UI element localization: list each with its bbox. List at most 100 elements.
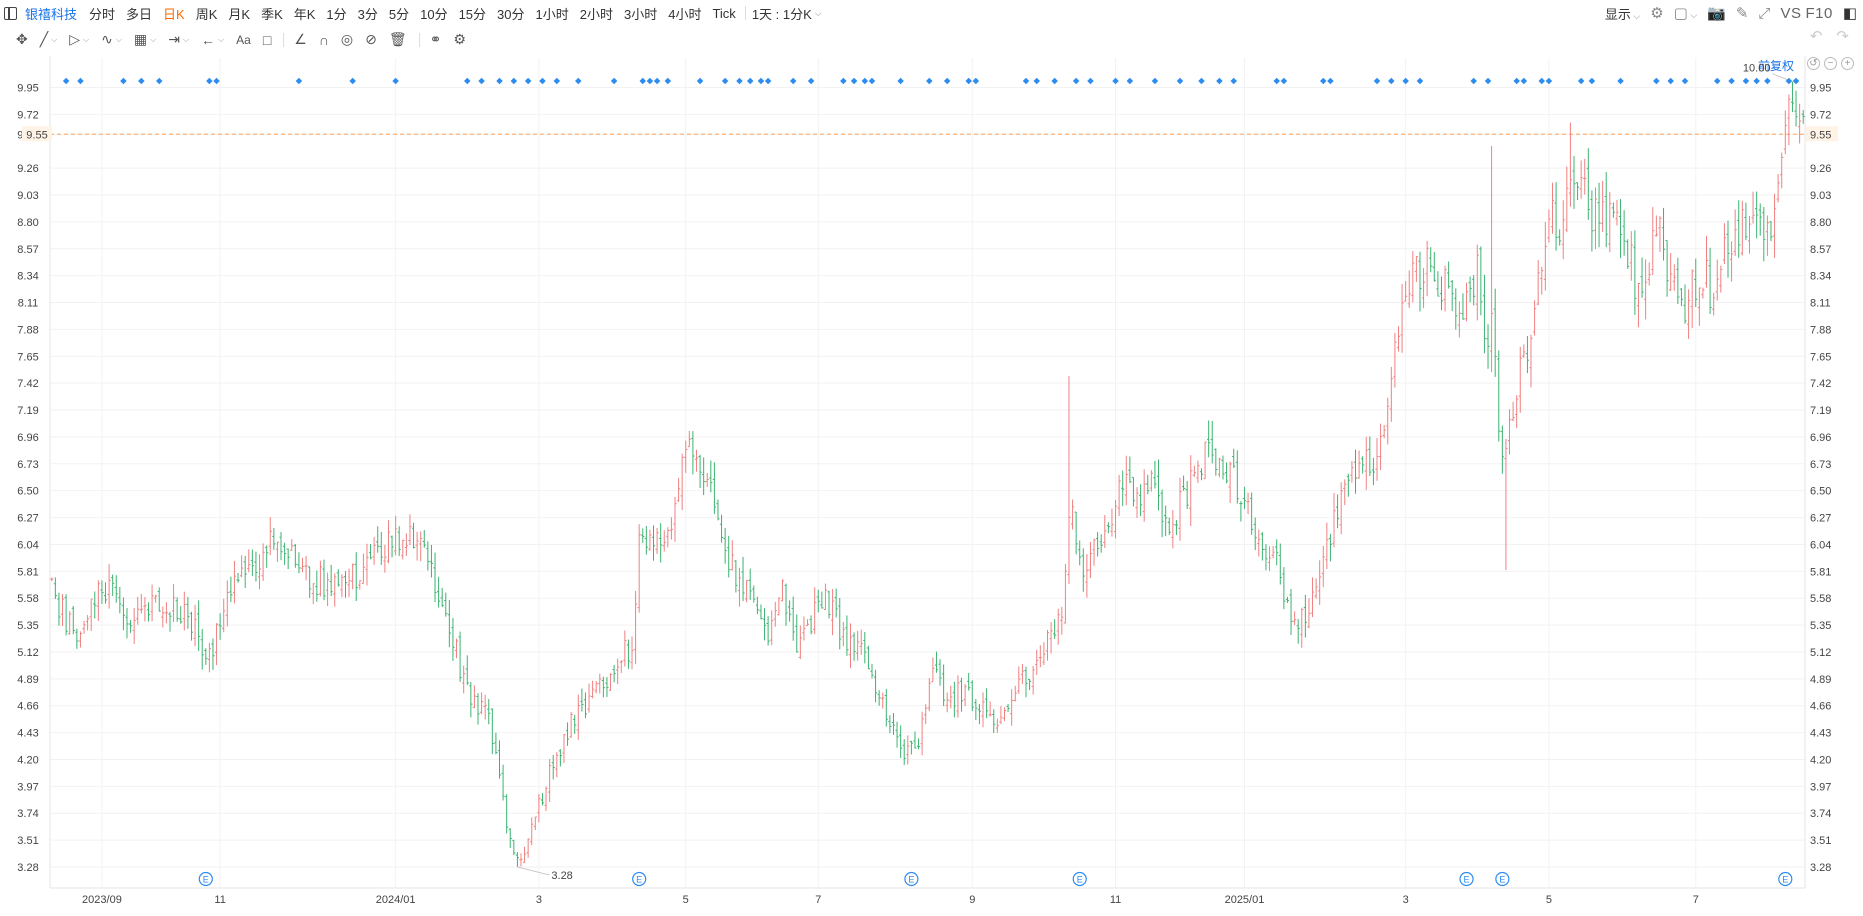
- event-dot-marker[interactable]: [1072, 77, 1080, 85]
- zoom-out-icon[interactable]: −: [1824, 57, 1837, 70]
- event-dot-marker[interactable]: [610, 77, 618, 85]
- fullscreen-icon[interactable]: ⤢: [1758, 4, 1771, 22]
- kline-chart[interactable]: 9.95 9.95 9.72 9.72 9.55 9.55 9.26 9.26 9.03 9.03…: [0, 56, 1863, 916]
- event-dot-marker[interactable]: [926, 77, 933, 85]
- tab-period-2[interactable]: 日K: [163, 6, 185, 22]
- stock-name[interactable]: 银禧科技: [25, 6, 78, 22]
- event-dot-marker[interactable]: [1416, 77, 1424, 85]
- event-dot-marker[interactable]: [1588, 77, 1596, 85]
- sidebar-toggle-icon[interactable]: [4, 6, 17, 20]
- zoom-in-icon[interactable]: +: [1841, 57, 1854, 70]
- tab-period-9[interactable]: 5分: [388, 6, 410, 22]
- event-dot-marker[interactable]: [553, 77, 561, 85]
- event-dot-marker[interactable]: [1402, 77, 1409, 85]
- event-dot-marker[interactable]: [1484, 77, 1492, 85]
- event-dot-marker[interactable]: [1087, 77, 1094, 85]
- measure-tool-icon[interactable]: ▦ ⌵: [133, 31, 157, 47]
- event-dot-marker[interactable]: [1713, 77, 1721, 85]
- event-dot-marker[interactable]: [840, 77, 847, 85]
- event-dot-marker[interactable]: [646, 77, 654, 85]
- tab-period-3[interactable]: 周K: [195, 6, 218, 22]
- display-menu[interactable]: 显示 ⌵: [1605, 4, 1640, 23]
- event-dot-marker[interactable]: [897, 77, 904, 85]
- event-dot-marker[interactable]: [1176, 77, 1184, 85]
- event-dot-marker[interactable]: [138, 77, 145, 85]
- event-e-icon[interactable]: [1459, 871, 1474, 887]
- event-dot-marker[interactable]: [1112, 77, 1119, 85]
- layout-menu[interactable]: ▢ ⌵: [1674, 4, 1698, 22]
- event-dot-marker[interactable]: [1792, 77, 1800, 85]
- panel-right-icon[interactable]: ◧: [1842, 5, 1857, 22]
- hide-icon[interactable]: ⊘: [365, 31, 377, 47]
- event-dot-marker[interactable]: [1280, 77, 1288, 85]
- tab-period-0[interactable]: 分时: [89, 6, 116, 22]
- event-dot-marker[interactable]: [1577, 77, 1585, 85]
- event-dot-marker[interactable]: [120, 77, 127, 85]
- event-dot-marker[interactable]: [757, 77, 765, 85]
- undo-icon[interactable]: ↶: [1809, 28, 1823, 45]
- event-dot-marker[interactable]: [736, 77, 743, 85]
- event-dot-marker[interactable]: [653, 77, 661, 85]
- event-dot-marker[interactable]: [1520, 77, 1528, 85]
- camera-icon[interactable]: 📷: [1707, 5, 1726, 22]
- event-dot-marker[interactable]: [1051, 77, 1058, 85]
- event-dot-marker[interactable]: [1681, 77, 1689, 85]
- event-dot-marker[interactable]: [972, 77, 980, 85]
- angle-tool-icon[interactable]: ∠: [294, 31, 307, 47]
- event-dot-marker[interactable]: [524, 77, 532, 85]
- event-dot-marker[interactable]: [1728, 77, 1735, 85]
- event-dot-marker[interactable]: [1764, 77, 1771, 85]
- event-dot-marker[interactable]: [77, 77, 84, 85]
- line-tool-icon[interactable]: ╱ ⌵: [39, 31, 58, 47]
- event-e-icon[interactable]: [1495, 871, 1510, 887]
- event-dot-marker[interactable]: [1653, 77, 1660, 85]
- event-dot-marker[interactable]: [696, 77, 704, 85]
- event-dot-marker[interactable]: [155, 77, 163, 85]
- trash-icon[interactable]: 🗑: [388, 31, 407, 47]
- event-dot-marker[interactable]: [850, 77, 858, 85]
- event-dot-marker[interactable]: [965, 77, 972, 85]
- event-dot-marker[interactable]: [868, 77, 876, 85]
- event-dot-marker[interactable]: [539, 77, 546, 85]
- event-dot-marker[interactable]: [1151, 77, 1159, 85]
- event-dot-marker[interactable]: [349, 77, 356, 85]
- reset-icon[interactable]: ↺: [1807, 57, 1820, 70]
- event-dot-marker[interactable]: [1320, 77, 1327, 85]
- tab-period-5[interactable]: 季K: [261, 6, 283, 22]
- tab-period-1[interactable]: 多日: [126, 6, 153, 22]
- event-dot-marker[interactable]: [1126, 77, 1134, 85]
- tab-period-15[interactable]: 3小时: [623, 6, 658, 22]
- event-dot-marker[interactable]: [639, 77, 647, 85]
- event-dot-marker[interactable]: [1513, 77, 1520, 85]
- event-dot-marker[interactable]: [807, 77, 815, 85]
- drawing-settings-icon[interactable]: ⚙: [453, 31, 466, 47]
- link-icon[interactable]: ⚭: [429, 31, 442, 47]
- event-e-icon[interactable]: [904, 871, 919, 887]
- redo-icon[interactable]: ↷: [1836, 28, 1849, 45]
- f10-button[interactable]: F10: [1805, 4, 1833, 22]
- event-dot-marker[interactable]: [943, 77, 951, 85]
- event-dot-marker[interactable]: [1327, 77, 1334, 85]
- event-dot-marker[interactable]: [1033, 77, 1040, 85]
- event-dot-marker[interactable]: [295, 77, 303, 85]
- event-dot-marker[interactable]: [789, 77, 797, 85]
- eye-icon[interactable]: ◎: [340, 31, 354, 47]
- tab-period-11[interactable]: 15分: [458, 6, 487, 22]
- event-dot-marker[interactable]: [575, 77, 582, 85]
- tab-period-13[interactable]: 1小时: [535, 6, 569, 22]
- channel-tool-icon[interactable]: ▷ ⌵: [69, 31, 90, 47]
- event-dot-marker[interactable]: [861, 77, 869, 85]
- comment-tool-icon[interactable]: □: [262, 31, 272, 48]
- event-dot-marker[interactable]: [464, 77, 471, 85]
- magnet-icon[interactable]: ∩: [318, 31, 329, 48]
- tab-period-17[interactable]: Tick: [712, 5, 736, 21]
- event-dot-marker[interactable]: [213, 77, 220, 85]
- event-dot-marker[interactable]: [1667, 77, 1674, 85]
- move-crosshair-icon[interactable]: ✥: [16, 31, 28, 47]
- settings-icon[interactable]: ⚙: [1650, 5, 1664, 22]
- event-dot-marker[interactable]: [1198, 77, 1205, 85]
- event-dot-marker[interactable]: [1216, 77, 1223, 85]
- tab-period-16[interactable]: 4小时: [668, 6, 702, 22]
- tab-period-6[interactable]: 年K: [293, 6, 316, 22]
- event-e-icon[interactable]: [1072, 871, 1087, 887]
